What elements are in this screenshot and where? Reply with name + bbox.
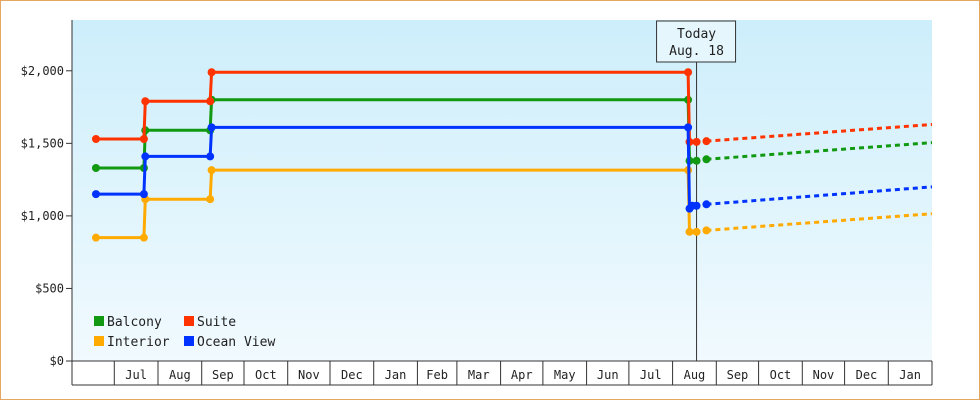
series-point-ocean-view <box>139 190 148 199</box>
today-date-label: Aug. 18 <box>669 44 724 59</box>
legend-label-suite: Suite <box>197 315 236 330</box>
legend-swatch-balcony <box>94 316 104 326</box>
today-label: Today <box>677 27 716 42</box>
series-point-suite <box>207 68 216 77</box>
series-group <box>91 68 933 242</box>
x-month-label: Oct <box>255 368 277 382</box>
y-tick-label: $1,000 <box>21 209 64 223</box>
x-month-label: Jan <box>385 368 407 382</box>
x-month-label: Sep <box>727 368 749 382</box>
x-month-label: Feb <box>426 368 448 382</box>
projection-line-suite <box>706 122 933 143</box>
x-month-label: Jan <box>899 368 921 382</box>
y-tick-label: $500 <box>35 281 64 295</box>
x-month-label: Jul <box>125 368 147 382</box>
legend-swatch-interior <box>94 336 104 346</box>
series-point-suite <box>692 137 701 146</box>
series-point-suite <box>139 134 148 143</box>
y-tick-label: $1,500 <box>21 136 64 150</box>
series-point-interior <box>207 166 216 175</box>
legend-swatch-suite <box>184 316 194 326</box>
y-axis: $0 $500 $1,000 $1,500 $2,000 <box>21 20 73 385</box>
x-month-label: Sep <box>212 368 234 382</box>
x-month-label: Dec <box>856 368 878 382</box>
today-marker: Today Aug. 18 <box>656 20 737 361</box>
x-month-label: Apr <box>511 368 533 382</box>
projection-point-balcony <box>702 155 711 164</box>
x-month-label: Nov <box>813 368 835 382</box>
projection-point-interior <box>702 226 711 235</box>
series-point-ocean-view <box>692 201 701 210</box>
y-tick-label: $0 <box>50 354 64 368</box>
series-line-interior <box>95 168 697 240</box>
series-point-balcony <box>91 164 100 173</box>
series-point-interior <box>91 233 100 242</box>
legend-label-balcony: Balcony <box>107 315 162 330</box>
series-point-suite <box>684 68 693 77</box>
x-month-label: Nov <box>298 368 320 382</box>
series-point-ocean-view <box>684 123 693 132</box>
x-month-label: Dec <box>341 368 363 382</box>
today-label-box <box>656 20 737 63</box>
projection-point-ocean-view <box>702 200 711 209</box>
projection-line-ocean-view <box>706 185 933 206</box>
x-month-label: Jun <box>597 368 619 382</box>
projection-line-interior <box>706 212 933 232</box>
projection-line-balcony <box>706 141 933 161</box>
legend-label-interior: Interior <box>107 335 170 350</box>
series-point-ocean-view <box>206 152 215 161</box>
y-tick-label: $2,000 <box>21 64 64 78</box>
series-point-interior <box>692 227 701 236</box>
x-month-label: Aug <box>684 368 706 382</box>
legend-label-ocean-view: Ocean View <box>197 335 275 350</box>
x-month-label: Aug <box>169 368 191 382</box>
x-month-label: Oct <box>770 368 792 382</box>
x-month-label: Jul <box>640 368 662 382</box>
plot-background <box>72 20 932 361</box>
projection-point-suite <box>702 137 711 146</box>
series-point-interior <box>685 227 694 236</box>
series-point-balcony <box>692 156 701 165</box>
legend-swatch-ocean-view <box>184 336 194 346</box>
series-point-interior <box>206 195 215 204</box>
legend: Balcony Suite Interior Ocean View <box>94 315 275 350</box>
series-point-suite <box>206 97 215 106</box>
series-point-ocean-view <box>207 123 216 132</box>
series-point-suite <box>141 97 150 106</box>
series-point-ocean-view <box>141 152 150 161</box>
x-axis: Jul Aug Sep Oct Nov Dec Jan Feb Mar Apr May Jun Jul A… <box>72 360 933 386</box>
x-month-label: Mar <box>468 368 490 382</box>
x-month-label: May <box>554 368 576 382</box>
series-point-ocean-view <box>91 190 100 199</box>
series-point-interior <box>139 233 148 242</box>
series-point-suite <box>91 134 100 143</box>
